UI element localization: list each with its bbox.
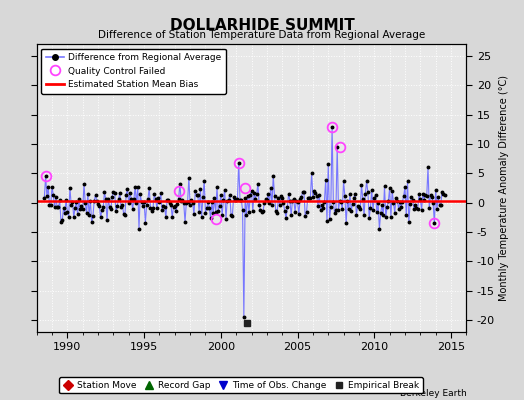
Legend: Difference from Regional Average, Quality Control Failed, Estimated Station Mean: Difference from Regional Average, Qualit…	[41, 48, 226, 94]
Y-axis label: Monthly Temperature Anomaly Difference (°C): Monthly Temperature Anomaly Difference (…	[499, 75, 509, 301]
Legend: Station Move, Record Gap, Time of Obs. Change, Empirical Break: Station Move, Record Gap, Time of Obs. C…	[59, 377, 423, 394]
Text: DOLLARHIDE SUMMIT: DOLLARHIDE SUMMIT	[170, 18, 354, 33]
Text: Berkeley Earth: Berkeley Earth	[400, 389, 466, 398]
Text: Difference of Station Temperature Data from Regional Average: Difference of Station Temperature Data f…	[99, 30, 425, 40]
